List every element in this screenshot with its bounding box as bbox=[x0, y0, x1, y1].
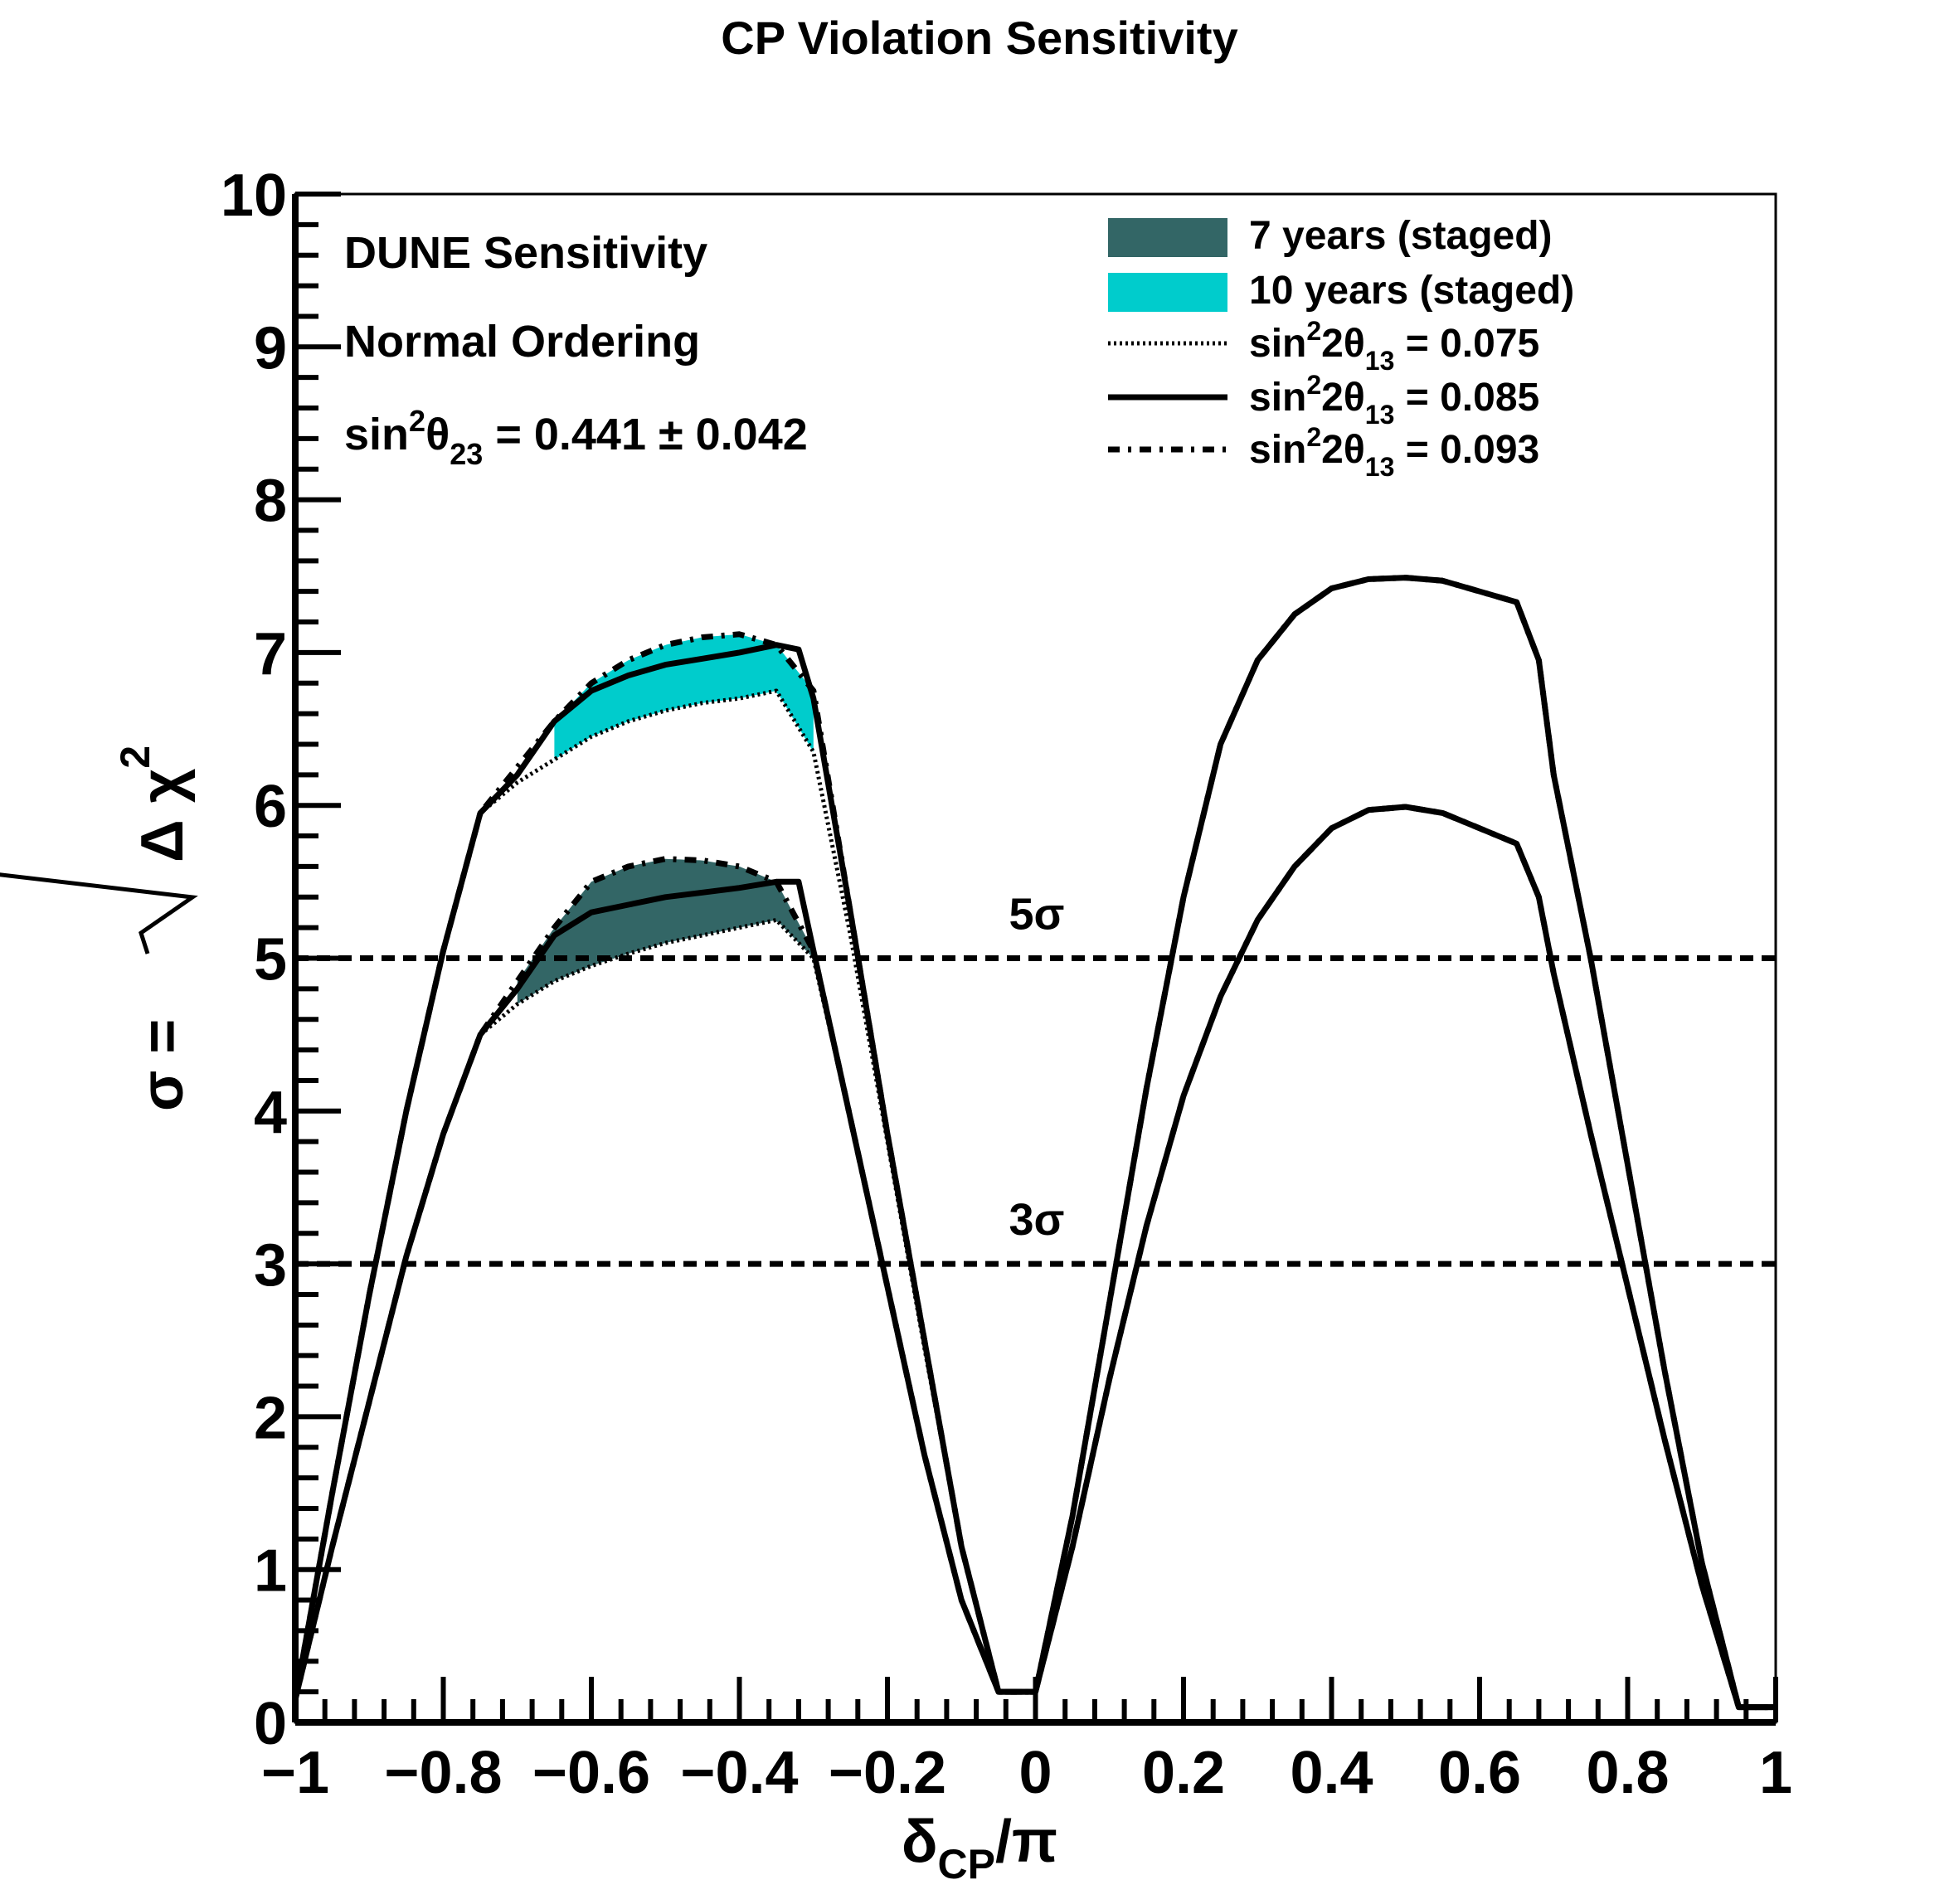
legend: 7 years (staged) 10 years (staged) sin22… bbox=[1108, 214, 1574, 482]
series-10yr-solid bbox=[292, 575, 1776, 1711]
x-tick-label: −0.2 bbox=[829, 1740, 946, 1806]
legend-swatch-7yr bbox=[1108, 218, 1227, 257]
x-tick-label: −1 bbox=[261, 1740, 329, 1806]
axes-layer: −1 −0.8 −0.6 −0.4 −0.2 0 0.2 0.4 0.6 0.8 101234567… bbox=[221, 163, 1792, 1806]
x-tick-label: 0.8 bbox=[1586, 1740, 1669, 1806]
band-7yr bbox=[517, 858, 814, 1004]
legend-label-10yr: 10 years (staged) bbox=[1249, 269, 1574, 313]
reference-lines: 5σ 3σ bbox=[295, 890, 1776, 1267]
y-tick-label: 2 bbox=[254, 1385, 287, 1451]
chart-title: CP Violation Sensitivity bbox=[721, 12, 1237, 64]
series-10yr-dotted bbox=[293, 576, 1776, 1710]
annotation-dune: DUNE Sensitivity bbox=[344, 228, 707, 278]
x-tick-label: 0 bbox=[1018, 1740, 1052, 1806]
series-7yr-solid bbox=[292, 804, 1776, 1711]
ref-label-3sigma: 3σ bbox=[1009, 1195, 1065, 1245]
x-tick-label: −0.8 bbox=[384, 1740, 502, 1806]
y-tick-label: 3 bbox=[254, 1232, 287, 1299]
series-7yr-dotted bbox=[293, 804, 1776, 1710]
y-tick-label: 4 bbox=[254, 1080, 287, 1146]
sqrt-sign bbox=[0, 605, 198, 954]
legend-label-0075: sin22θ13 = 0.075 bbox=[1249, 316, 1539, 376]
series-7yr-dashdot bbox=[292, 804, 1776, 1711]
annotation-ordering: Normal Ordering bbox=[344, 317, 700, 367]
y-tick-label: 8 bbox=[254, 469, 287, 535]
y-tick-label: 0 bbox=[254, 1691, 287, 1757]
bands-layer bbox=[517, 634, 814, 1004]
ref-label-5sigma: 5σ bbox=[1009, 890, 1065, 940]
x-tick-label: −0.4 bbox=[680, 1740, 798, 1806]
series-10yr-dashdot bbox=[292, 575, 1776, 1711]
x-tick-label: 0.4 bbox=[1290, 1740, 1373, 1806]
legend-label-0093: sin22θ13 = 0.093 bbox=[1249, 422, 1539, 482]
y-tick-label: 7 bbox=[254, 621, 287, 687]
y-tick-label: 9 bbox=[254, 315, 287, 381]
y-axis-label-prefix: σ = bbox=[129, 1019, 196, 1111]
y-tick-label: 5 bbox=[254, 927, 287, 993]
x-tick-label: 0.2 bbox=[1142, 1740, 1225, 1806]
legend-swatch-10yr bbox=[1108, 273, 1227, 312]
x-tick-label: 1 bbox=[1759, 1740, 1792, 1806]
y-tick-label: 10 bbox=[221, 163, 287, 229]
legend-label-0085: sin22θ13 = 0.085 bbox=[1249, 370, 1539, 430]
band-10yr bbox=[554, 634, 814, 760]
x-tick-label: −0.6 bbox=[532, 1740, 650, 1806]
y-axis-label-radicand: Δ χ2 bbox=[112, 746, 196, 862]
y-tick-label: 1 bbox=[254, 1538, 287, 1605]
x-tick-label: 0.6 bbox=[1438, 1740, 1521, 1806]
annotation-theta23: sin2θ23 = 0.441 ± 0.042 bbox=[344, 404, 808, 471]
series-layer bbox=[292, 575, 1776, 1711]
legend-label-7yr: 7 years (staged) bbox=[1249, 214, 1553, 258]
y-axis-label: σ = Δ χ2 bbox=[0, 605, 198, 1111]
y-tick-label: 6 bbox=[254, 774, 287, 840]
x-axis-label: δCP/π bbox=[902, 1809, 1057, 1887]
